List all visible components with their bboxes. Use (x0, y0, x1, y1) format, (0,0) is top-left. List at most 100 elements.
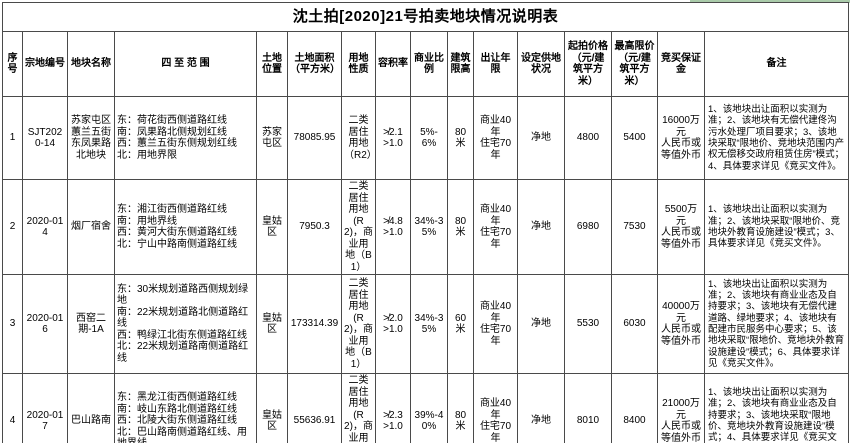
col-header-far: 容积率 (375, 31, 411, 97)
cell-max-price: 6030 (611, 274, 658, 374)
cell-boundaries: 东：荷花街西侧道路红线 南：凤果路北侧规划红线 西：蕙兰五街东侧规划红线 北：用… (114, 96, 257, 180)
cell-remark: 1、该地块出让面积以实测为准；2、该地块有无偿代建佟沟污水处理厂项目要求；3、该… (703, 96, 850, 180)
cell-far: ≯2.1 >1.0 (375, 96, 411, 180)
cell-height: 80米 (447, 179, 474, 275)
boundary-west: 西：北陵大街东侧道路红线 (117, 415, 237, 427)
table-row: 4 2020-017 巴山路南 东：黑龙江街西侧道路红线 南：岐山东路北侧道路红… (2, 373, 850, 443)
cell-deposit: 40000万元 人民币或 等值外币 (657, 274, 705, 374)
cell-seq: 2 (2, 179, 23, 275)
boundary-east: 东：黑龙江街西侧道路红线 (117, 392, 237, 404)
cell-supply: 净地 (517, 373, 565, 443)
boundary-north: 北：用地界限 (117, 149, 177, 161)
col-header-supply: 设定供地状况 (517, 31, 565, 97)
col-header-boundaries: 四 至 范 围 (114, 31, 257, 97)
boundary-west: 西：鸭绿江北街东侧道路红线 (117, 329, 247, 341)
col-header-plot-no: 宗地编号 (22, 31, 68, 97)
cell-deposit: 21000万元 人民币或 等值外币 (657, 373, 705, 443)
col-header-commercial: 商业比例 (410, 31, 448, 97)
cell-height: 80米 (447, 373, 474, 443)
cell-use: 二类居住用地(R2)，商业用地（B1） (341, 274, 376, 374)
cell-location: 皇姑区 (256, 179, 288, 275)
cell-supply: 净地 (517, 96, 565, 180)
cell-max-price: 8400 (611, 373, 658, 443)
cell-max-price: 7530 (611, 179, 658, 275)
cell-remark: 1、该地块出让面积以实测为准；2、该地块有商业业态及自持要求；3、该地块采取“限… (703, 373, 850, 443)
cell-commercial: 39%-40% (410, 373, 448, 443)
boundary-west: 西：蕙兰五街东侧规划红线 (117, 138, 237, 149)
cell-boundaries: 东：湘江街西侧道路红线 南：用地界线 西：黄河大街东侧道路红线 北：宁山中路南侧… (114, 179, 257, 275)
col-header-remark: 备注 (703, 31, 850, 97)
table-row: 3 2020-016 西窑二期-1A 东：30米规划道路西侧规划绿地 南：22米… (2, 274, 850, 374)
boundary-south: 南：用地界线 (117, 215, 177, 227)
table-header-row: 序号 宗地编号 地块名称 四 至 范 围 土地位置 土地面积（平方米） 用地性质… (2, 31, 850, 97)
boundary-east: 东：30米规划道路西侧规划绿地 (117, 283, 249, 307)
page-title: 沈土拍[2020]21号拍卖地块情况说明表 (1, 2, 850, 32)
cell-height: 60米 (447, 274, 474, 374)
cell-supply: 净地 (517, 274, 565, 374)
boundary-north: 北：巴山路南侧道路红线、用地界线 (117, 426, 247, 443)
boundary-north: 北：宁山中路南侧道路红线 (117, 238, 237, 250)
cell-start-price: 8010 (564, 373, 612, 443)
cell-deposit: 5500万元 人民币或 等值外币 (657, 179, 705, 275)
cell-years: 商业40年 住宅70年 (473, 274, 518, 374)
boundary-south: 南：岐山东路北侧道路红线 (117, 403, 237, 415)
col-header-seq: 序号 (2, 31, 23, 97)
cell-far: ≯2.0 >1.0 (375, 274, 411, 374)
scan-artifact-strip (690, 0, 850, 3)
boundary-east: 东：湘江街西侧道路红线 (117, 204, 227, 215)
cell-location: 皇姑区 (256, 274, 288, 374)
cell-use: 二类居住用地(R2)，商业用地（B1） (341, 373, 376, 443)
boundary-west: 西：黄河大街东侧道路红线 (117, 227, 237, 238)
cell-area: 173314.39 (287, 274, 342, 374)
cell-far: ≯2.3 >1.0 (375, 373, 411, 443)
col-header-years: 出让年限 (473, 31, 518, 97)
cell-seq: 3 (2, 274, 23, 374)
cell-seq: 4 (2, 373, 23, 443)
col-header-use: 用地性质 (341, 31, 376, 97)
cell-max-price: 5400 (611, 96, 658, 180)
cell-use: 二类居住用地(R2)，商业用地（B1） (341, 179, 376, 275)
cell-start-price: 6980 (564, 179, 612, 275)
col-header-max-price: 最高限价（元/建筑平方米） (611, 31, 658, 97)
cell-height: 80米 (447, 96, 474, 180)
cell-area: 7950.3 (287, 179, 342, 275)
boundary-south: 南：22米规划道路北侧道路红线 (117, 306, 249, 330)
cell-area: 55636.91 (287, 373, 342, 443)
cell-commercial: 34%-35% (410, 179, 448, 275)
cell-use: 二类居住用地（R2） (341, 96, 376, 180)
cell-plot-no: 2020-017 (22, 373, 68, 443)
cell-boundaries: 东：黑龙江街西侧道路红线 南：岐山东路北侧道路红线 西：北陵大街东侧道路红线 北… (114, 373, 257, 443)
table-title-row: 沈土拍[2020]21号拍卖地块情况说明表 (1, 2, 850, 32)
cell-seq: 1 (2, 96, 23, 180)
cell-name: 巴山路南 (67, 373, 115, 443)
boundary-north: 北：22米规划道路南侧道路红线 (117, 341, 249, 364)
boundary-east: 东：荷花街西侧道路红线 (117, 115, 227, 126)
col-header-deposit: 竞买保证金 (657, 31, 705, 97)
cell-far: ≯4.8 >1.0 (375, 179, 411, 275)
cell-years: 商业40年 住宅70年 (473, 373, 518, 443)
col-header-start-price: 起拍价格（元/建筑平方米） (564, 31, 612, 97)
cell-supply: 净地 (517, 179, 565, 275)
cell-years: 商业40年 住宅70年 (473, 96, 518, 180)
cell-name: 苏家屯区蕙兰五街东凤果路北地块 (67, 96, 115, 180)
col-header-name: 地块名称 (67, 31, 115, 97)
col-header-area: 土地面积（平方米） (287, 31, 342, 97)
table-row: 2 2020-014 烟厂宿舍 东：湘江街西侧道路红线 南：用地界线 西：黄河大… (2, 179, 850, 275)
cell-location: 皇姑区 (256, 373, 288, 443)
cell-start-price: 5530 (564, 274, 612, 374)
cell-location: 苏家屯区 (256, 96, 288, 180)
cell-plot-no: SJT2020-14 (22, 96, 68, 180)
cell-name: 烟厂宿舍 (67, 179, 115, 275)
cell-commercial: 34%-35% (410, 274, 448, 374)
cell-deposit: 16000万元 人民币或 等值外币 (657, 96, 705, 180)
cell-plot-no: 2020-014 (22, 179, 68, 275)
col-header-height: 建筑限高 (447, 31, 474, 97)
cell-commercial: 5%-6% (410, 96, 448, 180)
cell-remark: 1、该地块出让面积以实测为准；2、该地块采取“限地价、竞地块外教育设施建设”模式… (703, 179, 850, 275)
cell-start-price: 4800 (564, 96, 612, 180)
cell-area: 78085.95 (287, 96, 342, 180)
cell-boundaries: 东：30米规划道路西侧规划绿地 南：22米规划道路北侧道路红线 西：鸭绿江北街东… (114, 274, 257, 374)
cell-years: 商业40年 住宅70年 (473, 179, 518, 275)
